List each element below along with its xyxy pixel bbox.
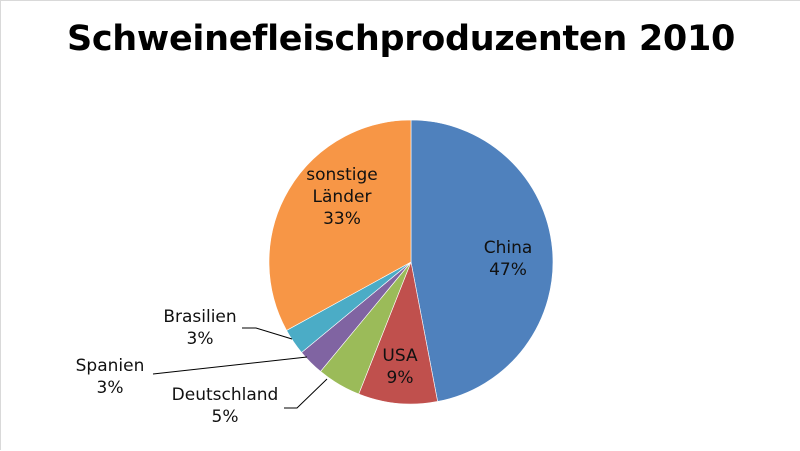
pie-slice-usa bbox=[358, 260, 438, 405]
slice-category-label: China bbox=[484, 238, 533, 258]
slice-percent-label: 3% bbox=[97, 378, 124, 398]
leader-line-deutschland bbox=[284, 378, 328, 409]
slice-category-label: Spanien bbox=[76, 356, 145, 376]
leader-line-brasilien bbox=[242, 327, 293, 340]
pie-labels: China47%USA9%Deutschland5%Spanien3%Brasi… bbox=[76, 165, 533, 427]
pie-slices bbox=[268, 119, 554, 405]
slice-category-label: USA bbox=[382, 346, 418, 366]
slice-category-label: Länder bbox=[313, 187, 372, 207]
slice-percent-label: 47% bbox=[489, 260, 527, 280]
slice-percent-label: 3% bbox=[187, 329, 214, 349]
chart-title: Schweinefleischproduzenten 2010 bbox=[66, 19, 736, 59]
slice-percent-label: 5% bbox=[212, 407, 239, 427]
slice-percent-label: 9% bbox=[387, 368, 414, 388]
slice-category-label: Deutschland bbox=[172, 385, 279, 405]
pie-slice-china bbox=[410, 119, 554, 402]
slice-percent-label: 33% bbox=[323, 209, 361, 229]
pie-slice-sonstige-lander bbox=[268, 119, 412, 331]
slice-category-label: sonstige bbox=[306, 165, 378, 185]
leader-line-spanien bbox=[152, 356, 308, 375]
slice-category-label: Brasilien bbox=[163, 307, 236, 327]
